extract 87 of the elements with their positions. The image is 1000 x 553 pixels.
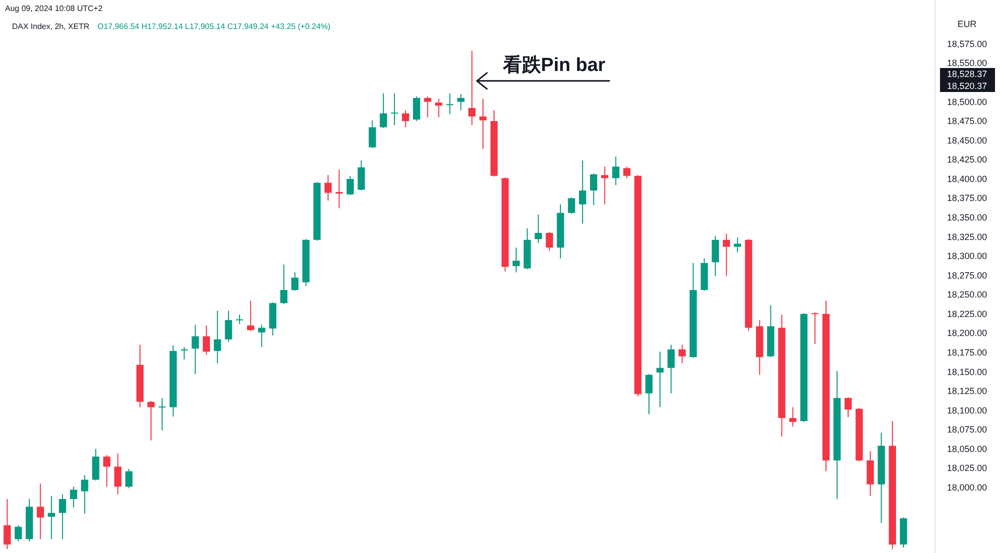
annotation: Aug 09, 2024 10:08 UTC+2 <box>5 4 104 13</box>
candlestick <box>668 344 675 394</box>
y-tick-label: 18,400.00 <box>946 174 988 184</box>
candlestick <box>92 448 100 481</box>
candlestick <box>368 120 376 149</box>
text: DAX Index, 2h, XETR <box>12 22 90 31</box>
candlestick <box>512 247 520 273</box>
candlestick <box>14 524 22 542</box>
y-tick-label: 18,250.00 <box>946 290 988 300</box>
candlestick <box>390 92 398 126</box>
y-tick-label: 18,225.00 <box>946 308 988 319</box>
candlestick <box>147 400 155 441</box>
candlestick <box>236 314 244 324</box>
candlestick <box>656 351 664 408</box>
candlestick <box>479 98 487 150</box>
candlestick <box>280 264 288 304</box>
price-tag: 18,528.37 <box>940 68 995 80</box>
y-tick-label: 18,025.00 <box>946 463 988 474</box>
annotation: 看跌Pin bar <box>502 54 606 76</box>
y-tick-label: 18,450.00 <box>946 135 988 146</box>
candlestick <box>224 310 232 342</box>
candlestick <box>346 175 354 196</box>
candlestick <box>734 237 742 253</box>
y-tick-label: 18,275.00 <box>946 270 988 280</box>
y-tick-label: 18,425.00 <box>946 154 988 165</box>
candlestick <box>435 98 442 118</box>
candlestick <box>866 450 874 496</box>
candlestick <box>214 310 222 364</box>
candlestick <box>81 474 88 514</box>
candlestick <box>103 454 110 488</box>
y-tick-label: 18,375.00 <box>946 193 988 204</box>
candlestick <box>70 486 78 508</box>
text: O17,966.54 H17,952.14 L17,905.14 C17,949.24 +43.25 (+0.24%) <box>97 22 331 31</box>
y-tick-label: 18,325.00 <box>946 232 988 242</box>
y-tick-label: 18,300.00 <box>946 251 988 262</box>
y-tick-label: 18,125.00 <box>946 386 988 396</box>
y-tick-label: 18,350.00 <box>946 212 988 222</box>
y-tick-label: 18,575.00 <box>946 38 988 49</box>
candlestick <box>578 160 586 224</box>
candlestick <box>58 494 66 540</box>
candlestick <box>789 406 796 428</box>
candlestick <box>192 324 199 375</box>
candlestick <box>623 166 630 179</box>
candlestick <box>712 236 719 277</box>
candlestick <box>4 498 11 550</box>
price-tag: 18,520.37 <box>940 80 995 92</box>
y-tick-label: 18,000.00 <box>946 482 988 492</box>
y-tick-label: 18,550.00 <box>946 58 988 68</box>
candlestick <box>291 272 298 292</box>
candlestick <box>468 50 476 126</box>
candlestick <box>612 156 620 186</box>
candlestick <box>546 232 553 252</box>
y-tick-label: 18,200.00 <box>946 328 988 338</box>
candlestick <box>590 173 598 206</box>
candlestick <box>645 374 653 415</box>
candlestick <box>36 483 44 540</box>
y-tick-label: 18,075.00 <box>946 424 988 435</box>
y-tick-label: 18,100.00 <box>946 405 988 416</box>
candlestick <box>158 397 166 431</box>
candlestick <box>247 300 254 332</box>
y-axis-title: EUR <box>957 19 977 29</box>
candlestick <box>114 453 122 495</box>
candlestick <box>446 92 454 115</box>
candlestick <box>424 96 432 118</box>
y-tick-label: 18,500.00 <box>946 96 988 107</box>
candlestick <box>678 344 686 364</box>
candlestick <box>811 312 819 344</box>
candlestick <box>534 214 542 244</box>
candlestick <box>336 169 343 209</box>
candlestick <box>413 96 420 122</box>
candlestick <box>258 324 266 348</box>
y-tick-label: 18,175.00 <box>946 347 988 358</box>
candlestick <box>457 94 464 111</box>
candlestick <box>125 468 133 489</box>
candlestick <box>601 166 608 205</box>
candlestick <box>358 160 365 192</box>
candlestick <box>380 92 387 129</box>
candlestick <box>722 233 730 277</box>
y-tick-label: 18,150.00 <box>946 366 988 377</box>
candlestick <box>202 324 210 356</box>
candlestick <box>180 346 188 360</box>
candlestick <box>402 110 410 128</box>
y-tick-label: 18,050.00 <box>946 444 988 454</box>
candlestick <box>324 174 332 202</box>
candlestick <box>844 396 852 418</box>
y-tick-label: 18,475.00 <box>946 116 988 126</box>
candlestick <box>48 495 56 540</box>
